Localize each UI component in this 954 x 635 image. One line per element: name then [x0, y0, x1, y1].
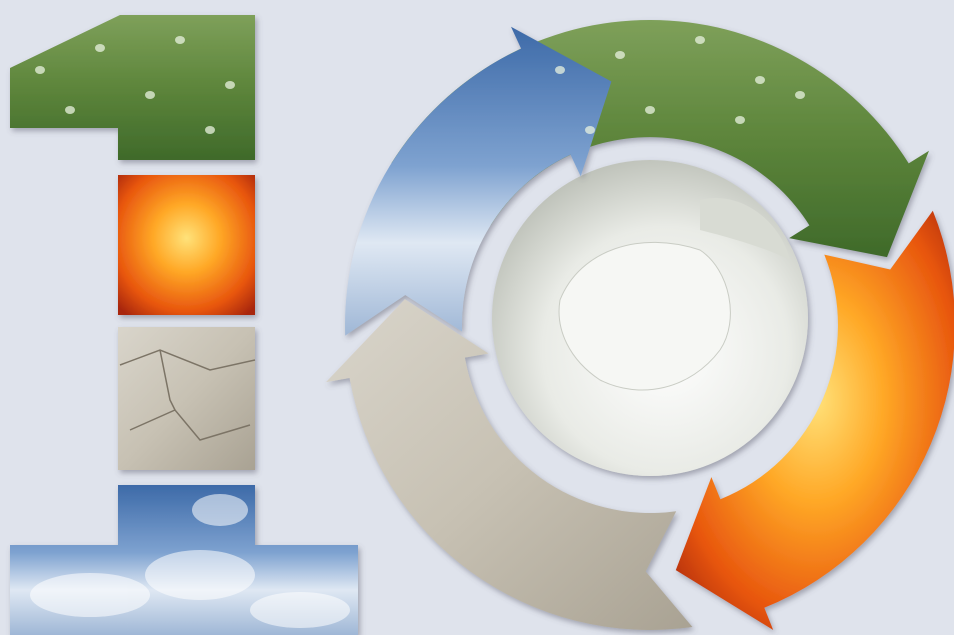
crack [119, 349, 256, 371]
crack [129, 409, 251, 441]
cloud [30, 573, 150, 617]
cloud [192, 494, 248, 526]
green-segment [10, 15, 255, 160]
continent [558, 241, 731, 391]
sky-arrow [345, 26, 612, 336]
water-drop [225, 81, 235, 89]
continent [700, 198, 790, 260]
water-drop [35, 66, 45, 74]
water-drop [795, 91, 805, 99]
earth-segment [118, 327, 255, 470]
water-drop [205, 126, 215, 134]
cracks [119, 349, 256, 441]
cloud [145, 550, 255, 600]
clouds [30, 494, 350, 628]
digit-one [10, 15, 358, 635]
water-drop [695, 36, 705, 44]
water-drop [645, 106, 655, 114]
fire-arrow [675, 210, 954, 630]
earth-arrow [326, 299, 693, 630]
crack [159, 349, 176, 411]
water-drop [585, 126, 595, 134]
water-drop [555, 66, 565, 74]
water-drop [615, 51, 625, 59]
cloud [250, 592, 350, 628]
water-drop [95, 44, 105, 52]
fire-segment [118, 175, 255, 315]
water-drop [175, 36, 185, 44]
water-drop [65, 106, 75, 114]
water-drop [755, 76, 765, 84]
cycle-arrows [326, 19, 954, 630]
water-drop [735, 116, 745, 124]
water-drop [145, 91, 155, 99]
